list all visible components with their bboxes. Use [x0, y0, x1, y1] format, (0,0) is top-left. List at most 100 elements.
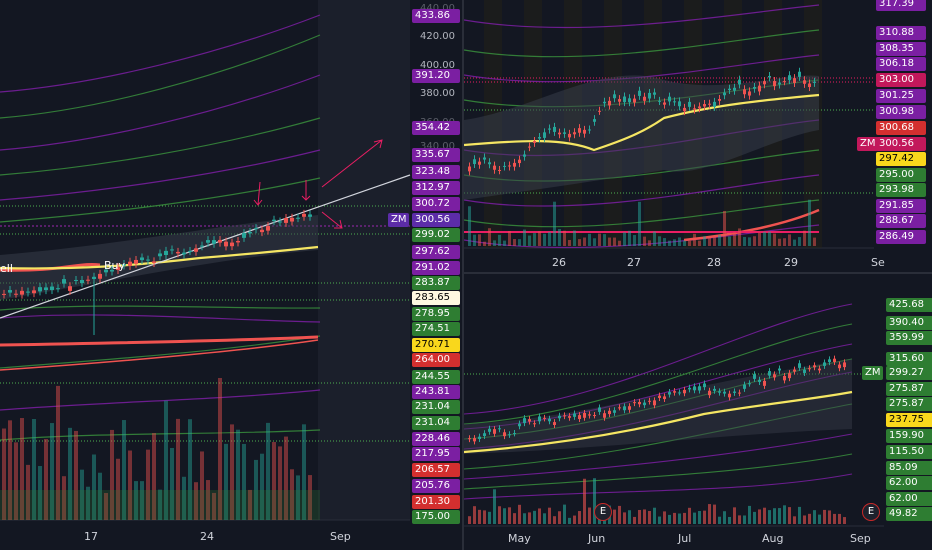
left-price-tag[interactable]: 335.67 [412, 148, 460, 162]
left-price-tag[interactable]: 274.51 [412, 322, 460, 336]
left-price-tag[interactable]: 323.48 [412, 165, 460, 179]
left-chart-canvas[interactable] [0, 0, 460, 550]
volume-bar [643, 236, 646, 246]
volume-bar [603, 234, 606, 246]
volume-bar [523, 513, 526, 524]
candle [818, 368, 821, 371]
left-price-tag[interactable]: 283.87 [412, 276, 460, 290]
candle [523, 418, 526, 424]
top-right-price-tag[interactable]: 301.25 [876, 89, 926, 103]
volume-bar [518, 239, 521, 246]
left-price-tag[interactable]: 217.95 [412, 447, 460, 461]
bottom-right-price-tag[interactable]: 315.60 [886, 352, 932, 366]
volume-bar [80, 469, 84, 520]
pane-divider-vertical[interactable] [462, 0, 464, 550]
left-price-tag[interactable]: 243.81 [412, 385, 460, 399]
left-price-tag[interactable]: 175.00 [412, 510, 460, 524]
bottom-right-chart-pane[interactable]: 425.68 390.40 359.99 315.60 299.27 275.87 275.… [464, 274, 932, 550]
bottom-right-price-tag[interactable]: 62.00 [886, 476, 932, 490]
volume-bar [553, 201, 556, 246]
earnings-marker-sep[interactable]: E [862, 503, 880, 521]
candle [703, 104, 706, 107]
left-price-tag[interactable]: 300.56 [412, 213, 460, 227]
top-right-price-tag[interactable]: 300.68 [876, 121, 926, 135]
candle [498, 428, 501, 430]
top-right-price-tag[interactable]: 300.56 [876, 137, 926, 151]
left-price-tag[interactable]: 312.97 [412, 181, 460, 195]
bottom-right-chart-canvas[interactable] [464, 274, 932, 550]
left-price-tag[interactable]: 201.30 [412, 495, 460, 509]
left-price-tag[interactable]: 354.42 [412, 121, 460, 135]
bottom-right-price-tag[interactable]: 85.09 [886, 461, 932, 475]
volume-bar [798, 506, 801, 524]
bottom-right-price-tag[interactable]: 49.82 [886, 507, 932, 521]
top-right-price-tag[interactable]: 291.85 [876, 199, 926, 213]
envelope-band [464, 4, 820, 29]
bottom-right-price-tag[interactable]: 425.68 [886, 298, 932, 312]
volume-bar [718, 234, 721, 246]
candle [158, 253, 162, 257]
left-price-tag[interactable]: 391.20 [412, 69, 460, 83]
top-right-chart-pane[interactable]: 317.39 310.88 308.35 306.18 303.00 301.25 300.… [464, 0, 932, 272]
bottom-right-price-tag[interactable]: 275.87 [886, 397, 932, 411]
candle [633, 98, 636, 103]
top-right-price-tag[interactable]: 293.98 [876, 183, 926, 197]
candle [603, 413, 606, 418]
candle [658, 100, 661, 102]
candle [693, 108, 696, 110]
left-price-tag[interactable]: 297.62 [412, 245, 460, 259]
left-price-tag[interactable]: 231.04 [412, 400, 460, 414]
top-right-price-tag[interactable]: 303.00 [876, 73, 926, 87]
bottom-right-price-tag[interactable]: 299.27 [886, 366, 932, 380]
candle [468, 166, 471, 172]
top-right-price-tag[interactable]: 310.88 [876, 26, 926, 40]
candle [296, 217, 300, 219]
top-right-chart-canvas[interactable] [464, 0, 932, 272]
volume-bar [798, 237, 801, 246]
volume-bar [593, 238, 596, 246]
bottom-right-price-tag[interactable]: 359.99 [886, 331, 932, 345]
left-price-tag[interactable]: 433.86 [412, 9, 460, 23]
left-price-tag[interactable]: 244.55 [412, 370, 460, 384]
left-price-tag[interactable]: 205.76 [412, 479, 460, 493]
top-right-price-tag[interactable]: 308.35 [876, 42, 926, 56]
volume-bar [308, 475, 312, 520]
bottom-right-price-tag[interactable]: 159.90 [886, 429, 932, 443]
top-right-price-tag[interactable]: 300.98 [876, 105, 926, 119]
left-sell-label: ell [0, 262, 13, 275]
left-price-tag[interactable]: 300.72 [412, 197, 460, 211]
left-price-tag[interactable]: 206.57 [412, 463, 460, 477]
earnings-marker-jun[interactable]: E [594, 503, 612, 521]
top-right-price-tag[interactable]: 317.39 [876, 0, 926, 11]
left-price-tag[interactable]: 231.04 [412, 416, 460, 430]
left-price-tag[interactable]: 278.95 [412, 307, 460, 321]
bottom-right-price-tag[interactable]: 115.50 [886, 445, 932, 459]
top-right-price-tag[interactable]: 297.42 [876, 152, 926, 166]
pane-divider-horizontal[interactable] [464, 272, 932, 274]
bottom-right-price-tag[interactable]: 390.40 [886, 316, 932, 330]
left-price-tag[interactable]: 291.02 [412, 261, 460, 275]
left-price-tag[interactable]: 299.02 [412, 228, 460, 242]
bottom-right-price-tag[interactable]: 62.00 [886, 492, 932, 506]
left-price-tag[interactable]: 228.46 [412, 432, 460, 446]
top-right-price-tag[interactable]: 306.18 [876, 57, 926, 71]
volume-bar [110, 429, 114, 520]
left-price-tag[interactable]: 264.00 [412, 353, 460, 367]
top-right-price-tag[interactable]: 288.67 [876, 214, 926, 228]
candle [598, 407, 601, 412]
left-price-tag[interactable]: 283.65 [412, 291, 460, 305]
top-right-price-tag[interactable]: 295.00 [876, 168, 926, 182]
candle [708, 103, 711, 105]
candle [110, 269, 114, 272]
bottom-right-price-tag[interactable]: 237.75 [886, 413, 932, 427]
volume-bar [748, 237, 751, 246]
candle [523, 154, 526, 157]
candle [653, 92, 656, 95]
bottom-right-price-tag[interactable]: 275.87 [886, 382, 932, 396]
left-chart-pane[interactable]: Buy ell 440.00420.00400.00380.00360.0034… [0, 0, 460, 550]
left-price-tag[interactable]: 270.71 [412, 338, 460, 352]
volume-bar [773, 508, 776, 524]
volume-bar [613, 509, 616, 524]
volume-bar [818, 514, 821, 524]
top-right-price-tag[interactable]: 286.49 [876, 230, 926, 244]
